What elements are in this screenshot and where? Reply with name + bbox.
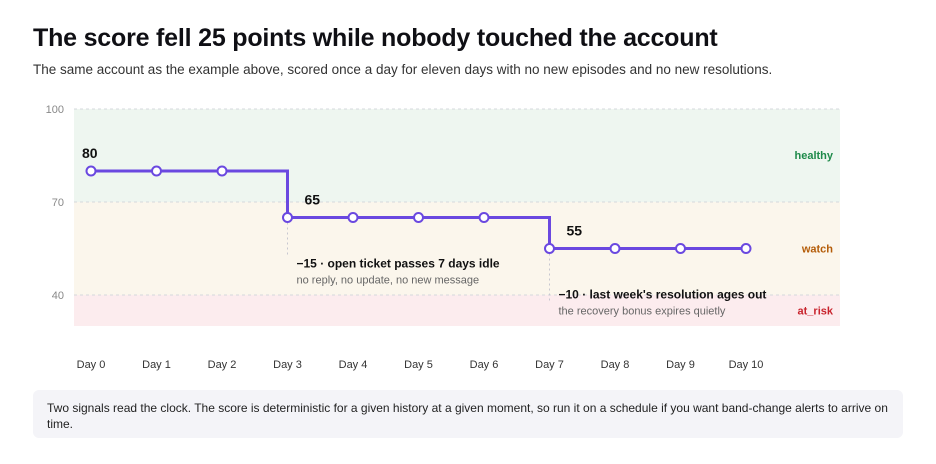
x-tick-label: Day 1 (142, 359, 171, 371)
annotation-detail: no reply, no update, no new message (297, 275, 480, 287)
data-point (478, 212, 490, 223)
data-point (347, 212, 359, 223)
band-label-watch: watch (801, 244, 833, 256)
chart-subtitle: The same account as the example above, s… (33, 62, 773, 77)
data-point (282, 212, 293, 223)
band-label-at-risk: at_risk (798, 306, 834, 318)
data-point (609, 243, 621, 254)
x-tick-label: Day 10 (729, 359, 764, 371)
footnote-panel: Two signals read the clock. The score is… (33, 390, 903, 438)
annotation-title: −15 · open ticket passes 7 days idle (297, 257, 500, 271)
x-tick-label: Day 4 (339, 359, 368, 371)
x-tick-label: Day 7 (535, 359, 564, 371)
data-label: 55 (567, 223, 583, 239)
data-point (413, 212, 424, 223)
band-healthy (74, 109, 840, 202)
data-point (544, 243, 555, 254)
data-point (151, 165, 162, 177)
data-point (740, 243, 752, 254)
annotation-title: −10 · last week's resolution ages out (559, 288, 767, 302)
x-tick-label: Day 6 (470, 359, 499, 371)
x-tick-label: Day 5 (404, 359, 433, 371)
data-point (85, 165, 97, 177)
data-label: 65 (305, 192, 321, 208)
data-label: 80 (82, 145, 98, 161)
x-tick-label: Day 3 (273, 359, 302, 371)
score-step-chart: healthy watch at_risk 100 70 40 Day 0 Day 1 Day … (46, 104, 840, 371)
y-tick-label: 100 (46, 104, 64, 116)
data-point (675, 243, 686, 254)
x-tick-label: Day 8 (601, 359, 630, 371)
y-tick-label: 40 (52, 290, 64, 302)
y-tick-label: 70 (52, 197, 64, 209)
chart-title: The score fell 25 points while nobody to… (33, 24, 718, 52)
x-tick-label: Day 9 (666, 359, 695, 371)
band-at-risk (74, 295, 840, 326)
x-tick-label: Day 0 (77, 359, 106, 371)
data-point (216, 165, 228, 177)
band-label-healthy: healthy (794, 150, 833, 162)
annotation-detail: the recovery bonus expires quietly (559, 306, 726, 318)
x-tick-label: Day 2 (208, 359, 237, 371)
